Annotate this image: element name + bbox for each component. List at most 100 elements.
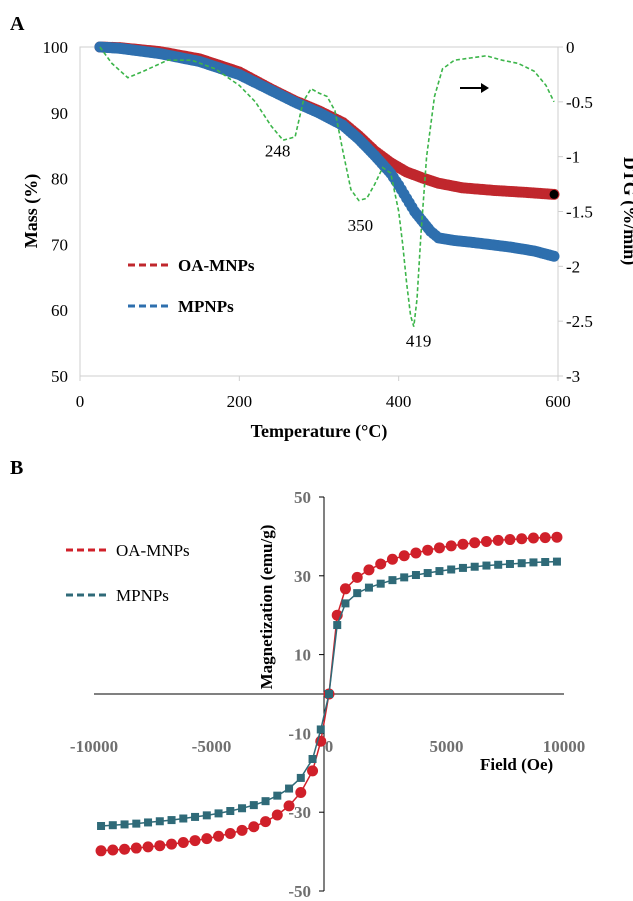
panel-a-peak-label: 350 [348,216,374,235]
panel-b-x-tick-label: 0 [325,737,334,756]
panel-b-point [423,569,432,578]
panel-b-point [154,840,166,852]
panel-b-point [97,821,106,830]
panel-b-point [339,583,351,595]
panel-b-x-tick-label: 10000 [543,737,586,756]
panel-b-point [364,583,373,592]
panel-a-y2-tick-label: 0 [566,38,575,57]
panel-a-y-tick-label: 60 [51,301,68,320]
panel-b-point [458,563,467,572]
panel-b-point [296,773,305,782]
panel-b-point [433,542,445,554]
panel-b-point [411,571,420,580]
panel-a-series-dtg [99,46,555,327]
panel-b-series [95,531,563,857]
panel-b-point [517,559,526,568]
panel-b-point [179,814,188,823]
panel-b-series-oa-mnps [95,531,563,857]
panel-b-point [107,844,119,856]
panel-a-y2-tick-label: -3 [566,367,580,386]
panel-b-x-axis-label: Field (Oe) [480,755,553,774]
panel-b-point [435,567,444,576]
panel-a-x-tick-label: 200 [227,392,253,411]
panel-b-point [386,553,398,565]
panel-b-y-tick-label: -50 [288,882,311,901]
panel-b-point [213,830,225,842]
panel-a-y-tick-label: 70 [51,235,68,254]
panel-b-point [308,755,317,764]
panel-a-y2-tick-label: -1 [566,148,580,167]
panel-a-y-axis-label: Mass (%) [21,174,42,249]
panel-b-point [516,533,528,545]
panel-b-point [214,809,223,818]
panel-b-point [95,845,107,857]
legend-label-mpnps: MPNPs [178,297,234,316]
panel-a-series-mpnps [94,41,560,262]
panel-a-y2-tick-label: -0.5 [566,93,593,112]
panel-b-point [166,838,178,850]
panel-a-y2-tick-label: -2 [566,257,580,276]
panel-b-point [273,791,282,800]
panel-b-point [388,576,397,585]
panel-b-x-tick-label: -5000 [192,737,232,756]
panel-b-point [480,536,492,548]
panel-a-series [94,41,560,327]
panel-b-point [398,550,410,562]
panel-b-point [529,558,538,567]
panel-b-point [271,809,283,821]
panel-b-point [353,589,362,598]
panel-b-legend: OA-MNPs MPNPs [66,541,190,605]
panel-a-x-tick-label: 400 [386,392,412,411]
panel-b-point [248,821,260,833]
panel-b-point [551,531,563,543]
panel-a-y-tick-label: 50 [51,367,68,386]
panel-a-endpoint [549,189,559,199]
panel-b-point [541,558,550,567]
panel-b-point [236,824,248,836]
legend-label-oa-mnps: OA-MNPs [178,256,255,275]
panel-a-arrow [460,83,489,93]
panel-b-point [447,565,456,574]
panel-b-point [119,843,131,855]
panel-b-series-mpnps [97,557,561,830]
panel-a-y-ticks: 50 60 70 80 90 100 [43,38,69,386]
panel-b-point [457,538,469,550]
panel-a-y-tick-label: 80 [51,170,68,189]
panel-b-magnetization-chart: B -10000 -5000 0 5000 10000 -50-30-10103050 … [10,457,585,901]
panel-a-y-tick-label: 100 [43,38,69,57]
panel-a-plot-area [79,46,559,377]
panel-b-point [142,841,154,853]
panel-b-point [295,787,307,798]
panel-a-y2-ticks: -3 -2.5 -2 -1.5 -1 -0.5 0 [558,38,593,386]
panel-b-point [120,820,129,829]
panel-a-x-axis-label: Temperature (°C) [251,421,388,442]
panel-b-point [316,725,325,734]
panel-b-point [492,534,504,546]
panel-b-x-tick-label: -10000 [70,737,118,756]
panel-b-y-tick-label: 10 [294,646,311,665]
panel-b-point [202,811,211,820]
panel-b-point [539,532,551,544]
panel-a-y-tick-label: 90 [51,104,68,123]
panel-a-x-tick-label: 600 [545,392,571,411]
panel-b-point [261,797,270,806]
panel-b-point [201,833,213,845]
panel-b-point [494,560,503,569]
panel-b-point [189,835,201,847]
legend-label-mpnps-b: MPNPs [116,586,169,605]
panel-b-y-tick-label: 50 [294,488,311,507]
panel-b-point [400,573,409,582]
panel-b-point [307,765,319,777]
panel-b-point [363,564,375,576]
panel-a-point [548,250,560,262]
panel-b-point [351,571,363,583]
panel-b-y-tick-label: 30 [294,567,311,586]
panel-b-point [260,816,272,828]
panel-b-point [482,561,491,570]
panel-b-point [505,559,514,568]
panel-b-point [333,621,342,630]
panel-b-y-axis-label: Magnetization (emu/g) [257,525,276,690]
